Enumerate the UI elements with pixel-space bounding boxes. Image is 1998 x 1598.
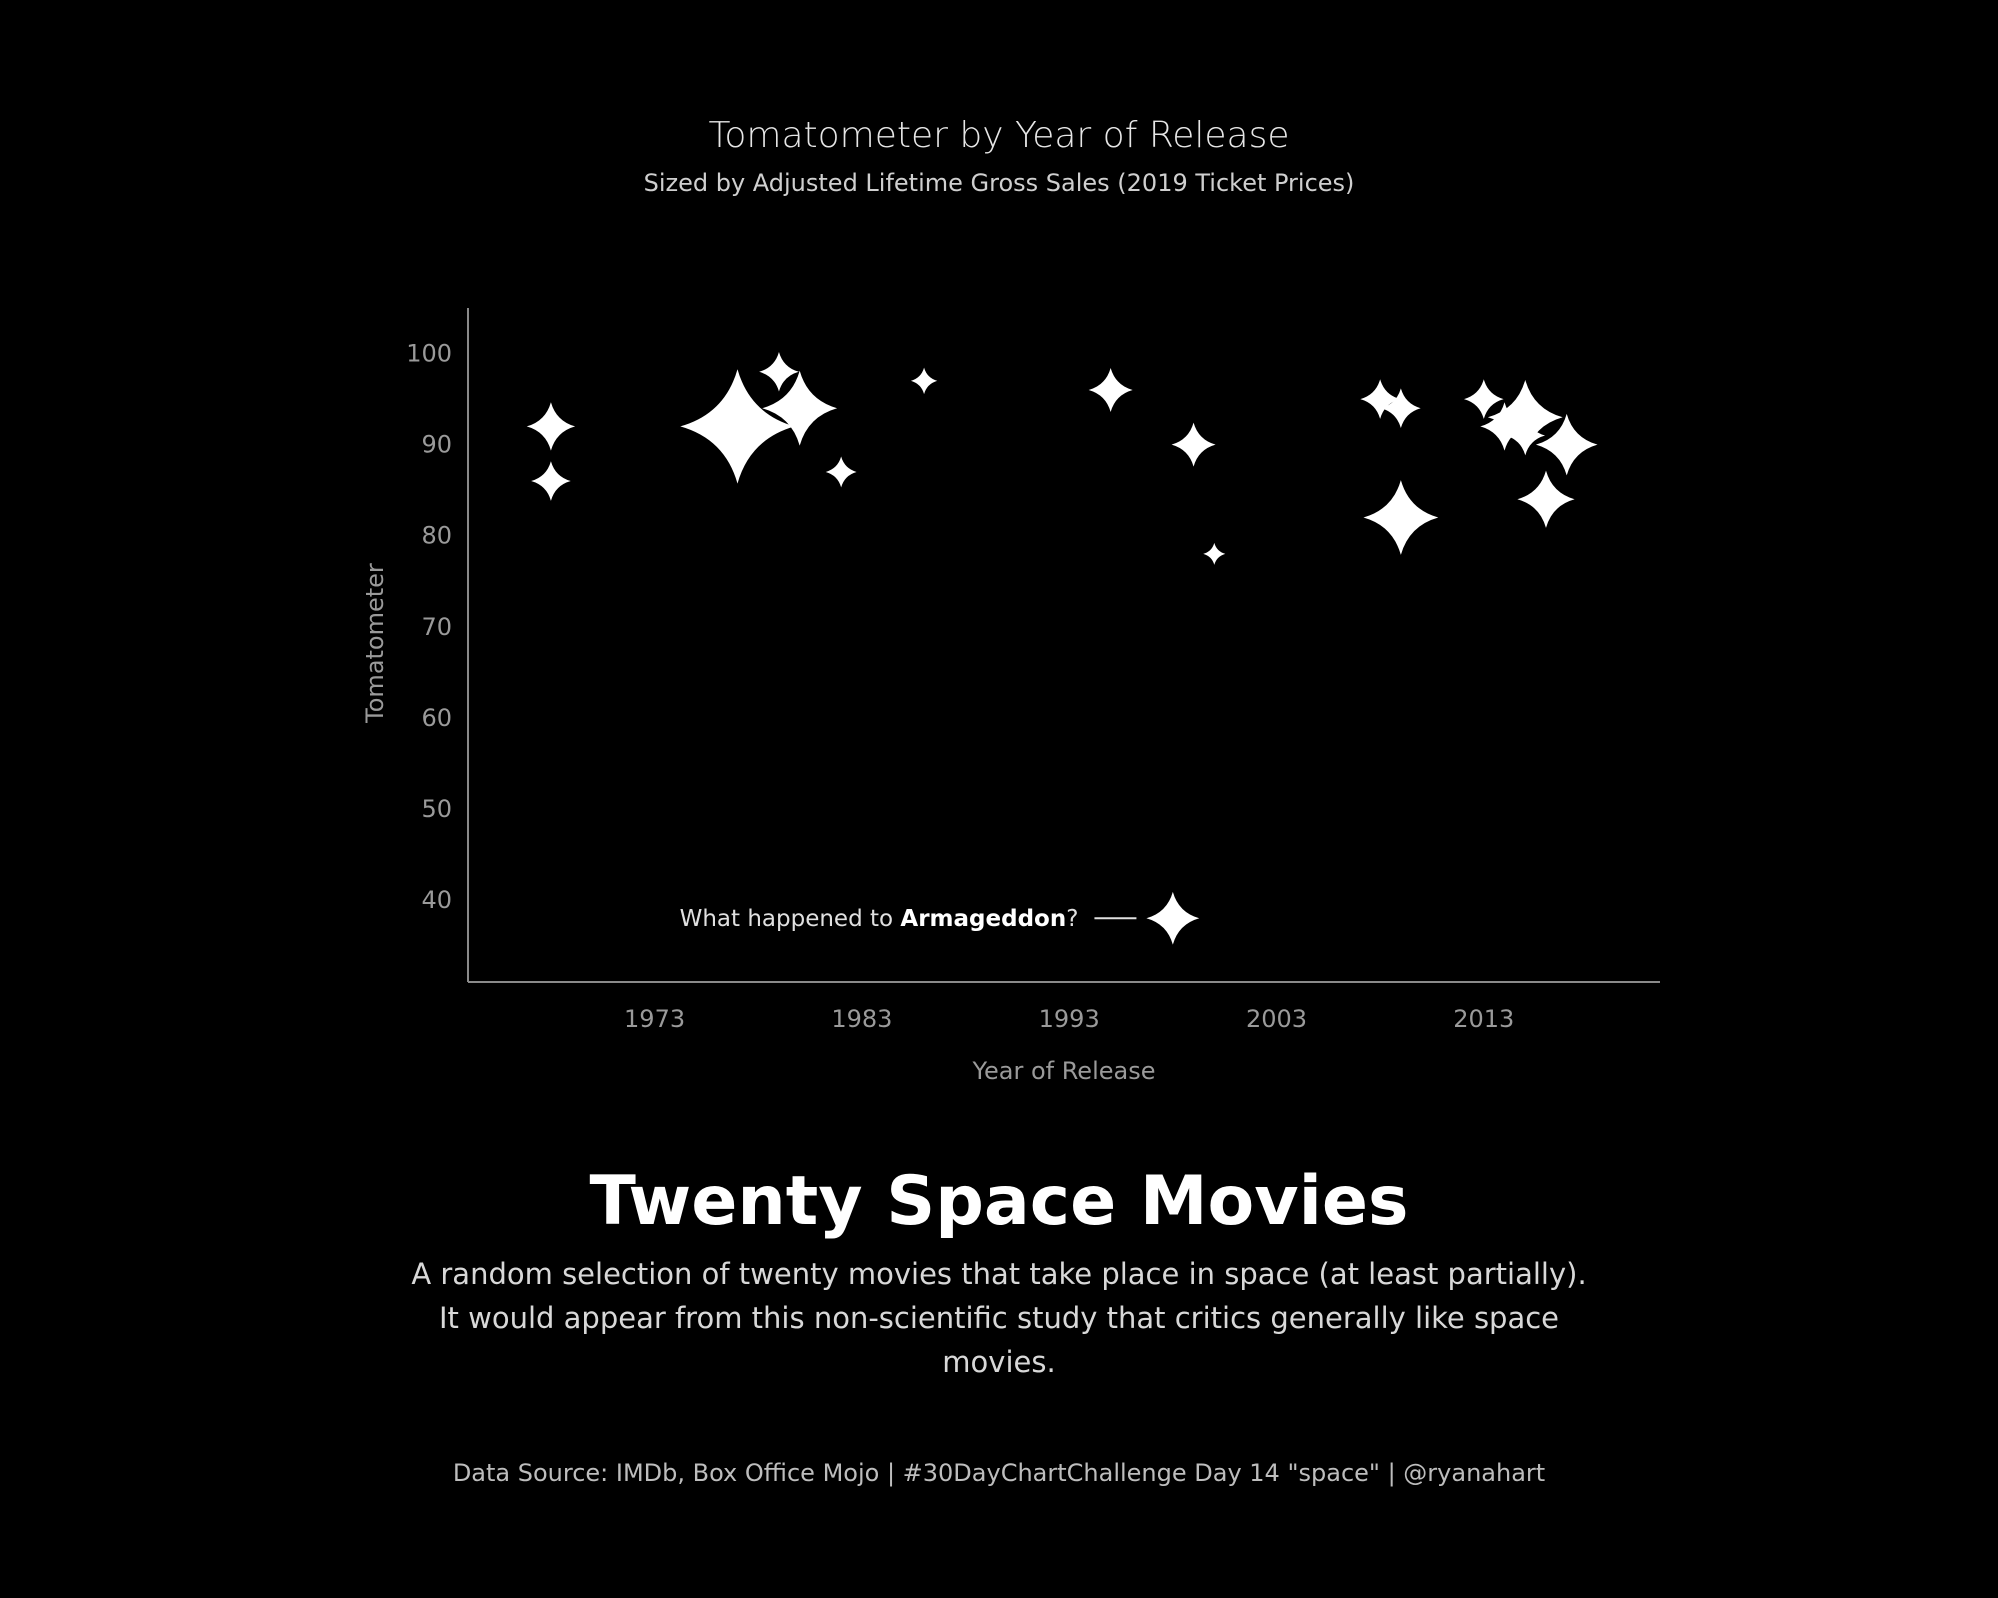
y-tick-label: 60 [421, 704, 452, 732]
star-marker [1480, 402, 1529, 451]
headline: Twenty Space Movies [589, 1162, 1409, 1241]
scatter-chart: Tomatometer by Year of Release Sized by … [361, 115, 1660, 1085]
star-marker [526, 402, 576, 451]
y-tick-label: 80 [421, 522, 452, 550]
y-tick-label: 50 [421, 795, 452, 823]
star-marker [1535, 413, 1598, 476]
star-marker [1203, 542, 1226, 565]
armageddon-annotation: What happened to Armageddon? [680, 906, 1137, 932]
star-markers [526, 351, 1598, 945]
star-marker [680, 369, 795, 484]
x-axis-title: Year of Release [972, 1057, 1156, 1085]
star-marker [1363, 480, 1439, 555]
star-marker [531, 461, 571, 501]
x-tick-label: 2013 [1453, 1005, 1514, 1033]
star-marker [1505, 415, 1546, 456]
star-marker [910, 367, 938, 395]
annotation-prefix: What happened to [680, 906, 901, 932]
star-marker [759, 351, 799, 392]
description: A random selection of twenty movies that… [411, 1257, 1587, 1379]
y-axis-title: Tomatometer [361, 563, 389, 724]
star-marker [1360, 379, 1400, 419]
annotation-suffix: ? [1066, 906, 1078, 932]
chart-subtitle: Sized by Adjusted Lifetime Gross Sales (… [644, 169, 1355, 197]
y-tick-label: 40 [421, 886, 452, 914]
x-tick-labels: 1973 1983 1993 2003 2013 [624, 1005, 1514, 1033]
x-tick-label: 1993 [1039, 1005, 1100, 1033]
star-marker [825, 456, 857, 488]
star-marker [762, 370, 838, 446]
x-tick-label: 2003 [1246, 1005, 1307, 1033]
x-tick-label: 1973 [624, 1005, 685, 1033]
footer-source: Data Source: IMDb, Box Office Mojo | #30… [452, 1459, 1546, 1487]
y-tick-labels: 40 50 60 70 80 90 100 [406, 340, 452, 914]
star-marker [1146, 891, 1200, 945]
star-marker [1088, 367, 1133, 412]
x-tick-label: 1983 [831, 1005, 892, 1033]
star-marker [1517, 470, 1575, 528]
star-marker [1463, 379, 1504, 419]
y-tick-label: 90 [421, 431, 452, 459]
star-marker [1381, 388, 1421, 428]
annotation-text: What happened to Armageddon? [680, 906, 1079, 932]
chart-title: Tomatometer by Year of Release [709, 115, 1290, 156]
y-tick-label: 70 [421, 613, 452, 641]
y-tick-label: 100 [406, 340, 452, 368]
star-marker [1171, 422, 1216, 467]
annotation-bold: Armageddon [900, 906, 1066, 932]
